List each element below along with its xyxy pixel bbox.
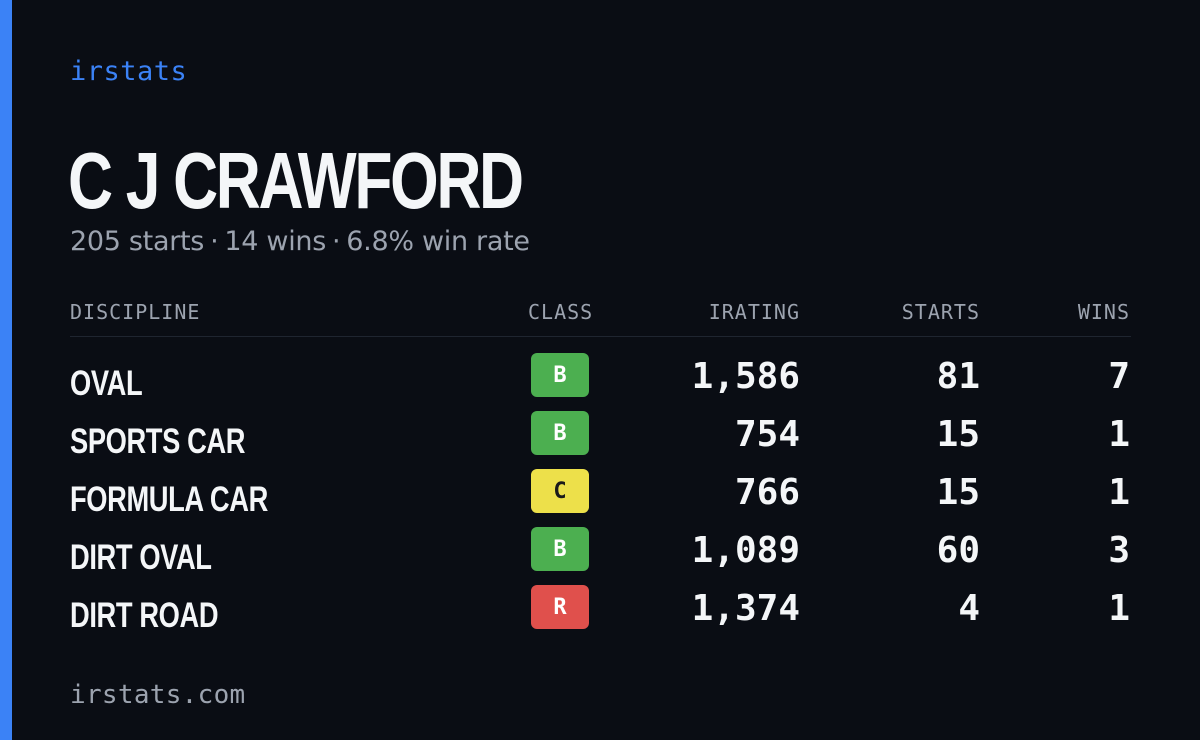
wins-value: 1 [1108,414,1130,455]
starts-summary: 205 starts [70,226,205,257]
table-row: SPORTS CAR B 754 15 1 [70,408,1131,466]
wins-value: 3 [1108,530,1130,571]
brand-logo-text[interactable]: irstats [70,56,188,87]
win-rate-summary: 6.8% win rate [346,226,530,257]
irating-value: 1,586 [691,356,800,397]
irating-value: 1,089 [691,530,800,571]
footer-url[interactable]: irstats.com [70,680,246,710]
table-row: DIRT OVAL B 1,089 60 3 [70,524,1131,582]
irating-value: 754 [734,414,800,455]
header-irating: IRATING [708,300,800,324]
class-badge: R [531,585,589,629]
discipline-name: OVAL [70,364,143,403]
class-badge: C [531,469,589,513]
discipline-name: FORMULA CAR [70,480,268,519]
wins-value: 7 [1108,356,1130,397]
driver-summary: 205 starts · 14 wins · 6.8% win rate [70,226,530,257]
class-badge: B [531,353,589,397]
driver-name: C J CRAWFORD [68,136,524,225]
starts-value: 4 [958,588,980,629]
class-badge: B [531,527,589,571]
table-row: DIRT ROAD R 1,374 4 1 [70,582,1131,640]
class-badge: B [531,411,589,455]
header-class: CLASS [528,300,594,324]
header-wins: WINS [1077,300,1130,324]
discipline-name: DIRT OVAL [70,538,212,577]
separator: · [331,226,341,257]
starts-value: 15 [936,414,980,455]
table-row: OVAL B 1,586 81 7 [70,350,1131,408]
irating-value: 766 [734,472,800,513]
accent-bar [0,0,12,740]
table-header: DISCIPLINE CLASS IRATING STARTS WINS [70,296,1131,337]
wins-summary: 14 wins [224,226,326,257]
starts-value: 60 [936,530,980,571]
discipline-table: OVAL B 1,586 81 7 SPORTS CAR B 754 15 1 … [70,350,1131,640]
starts-value: 81 [936,356,980,397]
starts-value: 15 [936,472,980,513]
table-row: FORMULA CAR C 766 15 1 [70,466,1131,524]
wins-value: 1 [1108,472,1130,513]
separator: · [210,226,219,257]
header-discipline: DISCIPLINE [70,300,201,324]
discipline-name: DIRT ROAD [70,596,219,635]
discipline-name: SPORTS CAR [70,422,246,461]
header-starts: STARTS [901,300,980,324]
wins-value: 1 [1108,588,1130,629]
irating-value: 1,374 [691,588,800,629]
